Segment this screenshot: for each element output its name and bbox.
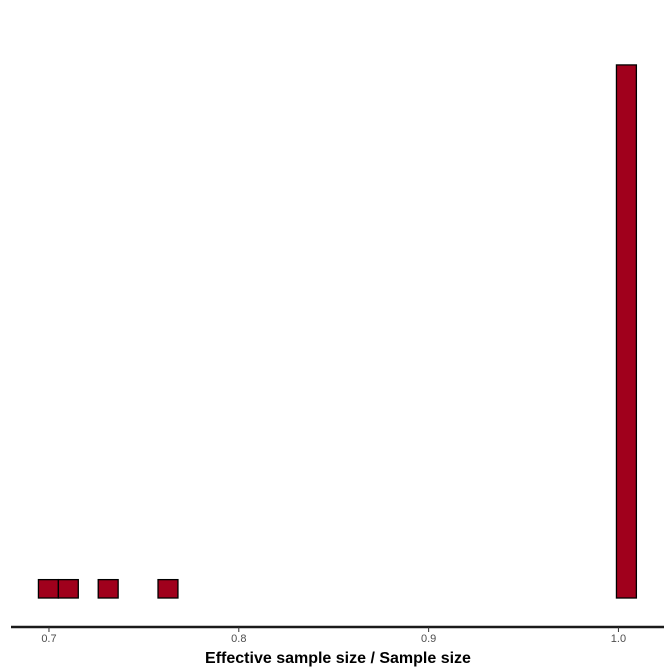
x-tick-label: 0.9 bbox=[421, 633, 436, 645]
histogram-bar bbox=[157, 578, 179, 599]
histogram-bar bbox=[37, 578, 60, 599]
x-tick-label: 1.0 bbox=[611, 633, 626, 645]
histogram-bar bbox=[615, 64, 638, 599]
histogram-bar bbox=[97, 578, 119, 599]
histogram-bars bbox=[37, 64, 638, 599]
histogram-bar bbox=[57, 578, 79, 599]
x-axis-ticks: 0.7 0.8 0.9 1.0 bbox=[41, 627, 626, 645]
x-tick-label: 0.7 bbox=[41, 633, 56, 645]
x-axis-title: Effective sample size / Sample size bbox=[205, 650, 471, 667]
x-tick-label: 0.8 bbox=[231, 633, 246, 645]
